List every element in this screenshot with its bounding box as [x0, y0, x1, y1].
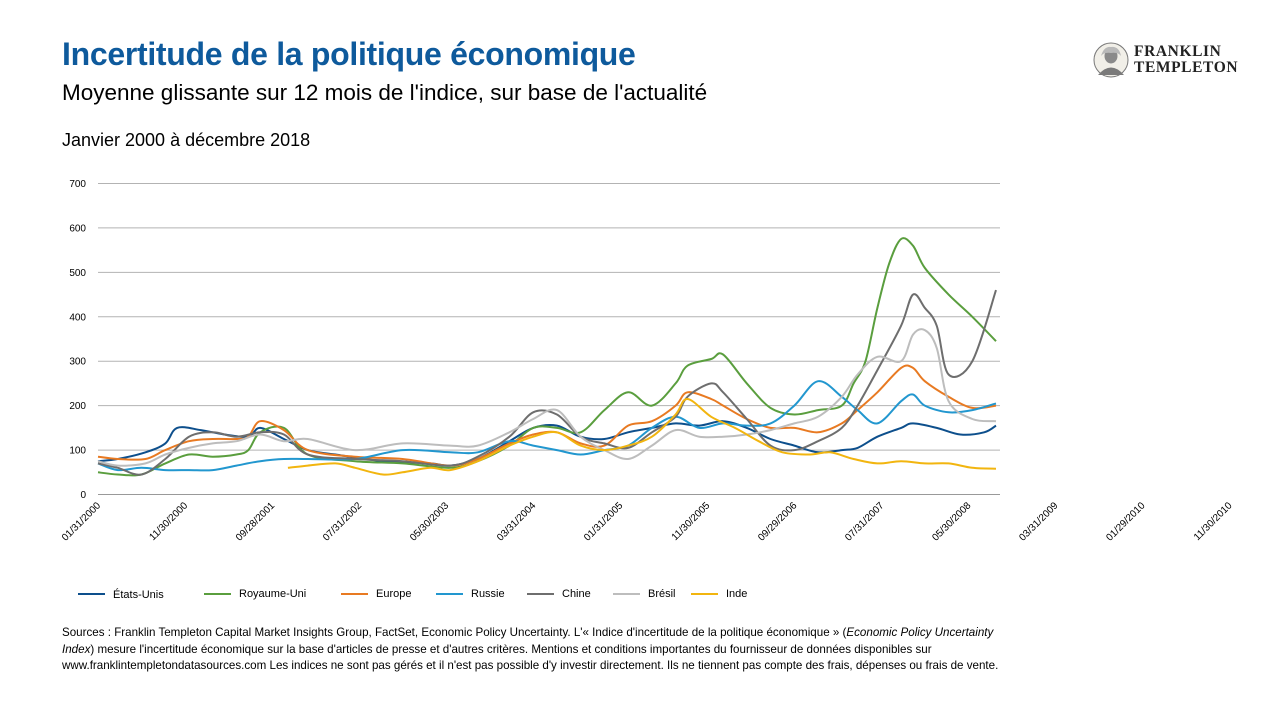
series-line-Brésil — [97, 328, 997, 467]
series-line-Royaume-Uni — [97, 237, 997, 477]
y-tick-label: 700 — [69, 179, 86, 190]
x-tick-label: 11/30/2010 — [1192, 500, 1235, 543]
y-axis: 0 100 200 300 400 500 600 700 — [69, 179, 86, 501]
legend-label: Chine — [562, 588, 591, 600]
chart-title: Incertitude de la politique économique — [62, 36, 636, 72]
legend-label: Royaume-Uni — [239, 588, 306, 600]
x-axis: 01/31/2000 11/30/2000 09/28/2001 07/31/2002… — [60, 500, 1280, 543]
series-line-Chine — [97, 289, 997, 476]
series-line-Inde — [287, 398, 997, 476]
franklin-templeton-logo: FRANKLIN TEMPLETON — [1092, 42, 1252, 78]
y-tick-label: 300 — [69, 357, 86, 368]
x-tick-label: 11/30/2005 — [670, 500, 713, 543]
y-tick-label: 100 — [69, 446, 86, 457]
y-tick-label: 500 — [69, 268, 86, 279]
x-tick-label: 03/31/2009 — [1017, 500, 1060, 543]
legend-label: Brésil — [648, 588, 676, 600]
portrait-icon — [1093, 42, 1129, 78]
x-tick-label: 07/31/2002 — [321, 500, 364, 543]
sources-note: Sources : Franklin Templeton Capital Mar… — [62, 625, 1022, 675]
x-tick-label: 09/28/2001 — [234, 500, 277, 543]
x-tick-label: 09/29/2006 — [756, 500, 799, 543]
x-tick-label: 01/31/2005 — [582, 500, 625, 543]
chart-subtitle: Moyenne glissante sur 12 mois de l'indic… — [62, 80, 708, 105]
chart-period: Janvier 2000 à décembre 2018 — [62, 130, 311, 150]
sources-italic: Economic Policy Uncertainty Index — [62, 626, 994, 656]
sources-prefix: Sources : Franklin Templeton Capital Mar… — [62, 626, 847, 639]
x-tick-label: 03/31/2004 — [495, 500, 538, 543]
line-chart: 0 100 200 300 400 500 600 700 01/31/2000 11/30/2… — [60, 179, 1280, 601]
legend-label: États-Unis — [113, 588, 164, 601]
x-tick-label: 05/30/2008 — [930, 500, 973, 543]
series-line-États-Unis — [97, 420, 997, 467]
series-line-Europe — [97, 364, 997, 467]
x-tick-label: 07/31/2007 — [843, 500, 886, 543]
y-tick-label: 0 — [80, 490, 86, 501]
logo-line-1: FRANKLIN — [1134, 43, 1222, 60]
x-tick-label: 11/30/2000 — [148, 500, 191, 543]
legend-label: Russie — [471, 588, 505, 600]
y-tick-label: 400 — [69, 312, 86, 323]
logo-line-2: TEMPLETON — [1134, 59, 1239, 76]
x-tick-label: 01/29/2010 — [1104, 500, 1147, 543]
legend-label: Europe — [376, 588, 411, 600]
x-tick-label: 05/30/2003 — [408, 500, 451, 543]
sources-suffix: ) mesure l'incertitude économique sur la… — [62, 642, 999, 673]
legend: États-Unis Royaume-Uni Europe Russie Chine Br… — [78, 588, 747, 601]
y-tick-label: 600 — [69, 223, 86, 234]
legend-label: Inde — [726, 588, 747, 600]
y-tick-label: 200 — [69, 401, 86, 412]
series-lines — [97, 237, 997, 477]
x-tick-label: 01/31/2000 — [60, 500, 103, 543]
